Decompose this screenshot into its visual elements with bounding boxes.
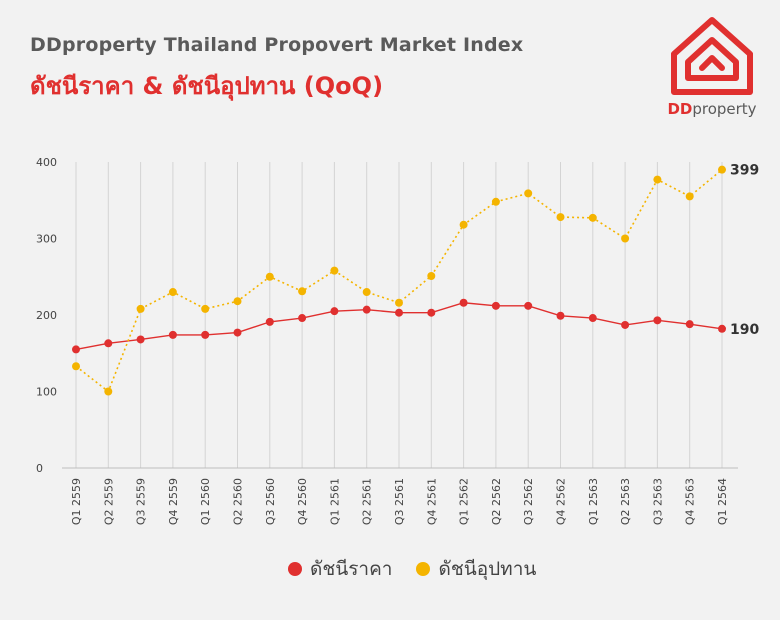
data-point-price — [104, 339, 113, 348]
y-tick-label: 200 — [36, 309, 57, 322]
y-tick-label: 300 — [36, 233, 57, 246]
data-point-price — [201, 330, 210, 339]
data-point-supply — [298, 287, 307, 296]
data-point-price — [621, 320, 630, 329]
x-tick-label: Q1 2562 — [458, 478, 471, 525]
data-point-supply — [395, 298, 403, 307]
house-logo-icon — [671, 17, 753, 95]
legend: ดัชนีราคา ดัชนีอุปทาน — [288, 554, 536, 584]
data-point-price — [427, 308, 436, 317]
data-point-supply — [362, 288, 371, 297]
x-tick-label: Q1 2560 — [199, 478, 212, 525]
chart-title: ดัชนีราคา & ดัชนีอุปทาน (QoQ) — [30, 72, 384, 100]
x-tick-label: Q3 2562 — [522, 478, 535, 525]
x-tick-label: Q4 2563 — [684, 478, 697, 525]
y-tick-label: 100 — [36, 386, 57, 399]
data-point-price — [395, 308, 403, 317]
legend-price-dot-icon — [288, 562, 302, 576]
data-point-supply — [201, 304, 210, 313]
x-tick-label: Q1 2564 — [716, 478, 729, 525]
data-point-price — [168, 330, 177, 339]
x-tick-label: Q1 2561 — [328, 478, 341, 525]
data-point-supply — [72, 362, 80, 371]
x-tick-label: Q4 2561 — [425, 478, 438, 525]
x-tick-label: Q2 2563 — [619, 478, 632, 525]
logo-text-rest: property — [692, 100, 757, 118]
data-point-supply — [685, 192, 694, 201]
legend-supply-label: ดัชนีอุปทาน — [438, 558, 537, 580]
data-point-price — [459, 298, 468, 307]
data-point-price — [653, 316, 662, 325]
legend-item-supply: ดัชนีอุปทาน — [416, 554, 536, 584]
x-tick-label: Q3 2560 — [264, 478, 277, 525]
data-point-price — [233, 328, 242, 337]
data-point-price — [556, 311, 565, 320]
data-point-supply — [556, 213, 565, 222]
data-point-price — [524, 301, 533, 310]
data-point-price — [685, 320, 694, 329]
data-point-supply — [524, 189, 533, 198]
x-tick-label: Q2 2561 — [361, 478, 374, 525]
x-tick-label: Q4 2562 — [555, 478, 568, 525]
data-point-supply — [653, 175, 662, 184]
x-tick-label: Q2 2560 — [232, 478, 245, 525]
data-point-price — [491, 301, 500, 310]
logo-wordmark: DDproperty — [664, 100, 760, 118]
legend-price-label: ดัชนีราคา — [310, 558, 393, 580]
data-point-supply — [233, 297, 242, 306]
x-tick-label: Q3 2561 — [393, 478, 406, 525]
x-tick-label: Q4 2560 — [296, 478, 309, 525]
data-point-supply — [459, 220, 468, 229]
y-tick-label: 0 — [36, 462, 43, 475]
data-point-supply — [136, 304, 145, 313]
data-point-supply — [718, 165, 726, 174]
data-point-price — [362, 305, 371, 314]
data-point-price — [330, 307, 339, 316]
x-tick-label: Q1 2563 — [587, 478, 600, 525]
chart-header: DDproperty Thailand Propovert Market Ind… — [30, 34, 523, 105]
ddproperty-logo: DDproperty — [664, 14, 760, 124]
x-tick-label: Q2 2562 — [490, 478, 503, 525]
x-tick-label: Q4 2559 — [167, 478, 180, 525]
data-point-price — [588, 314, 597, 323]
data-point-price — [265, 317, 274, 326]
x-tick-label: Q3 2563 — [651, 478, 664, 525]
data-point-supply — [427, 271, 436, 280]
data-point-supply — [621, 234, 630, 243]
series-line-supply — [75, 169, 723, 393]
legend-item-price: ดัชนีราคา — [288, 554, 392, 584]
end-label-price: 190 — [730, 322, 759, 338]
x-tick-label: Q2 2559 — [102, 478, 115, 525]
data-point-supply — [104, 387, 113, 396]
data-point-supply — [491, 197, 500, 206]
end-label-supply: 399 — [730, 163, 759, 179]
data-point-price — [72, 345, 80, 354]
chart-subtitle: DDproperty Thailand Propovert Market Ind… — [30, 34, 524, 56]
data-point-price — [718, 324, 726, 333]
data-point-price — [136, 335, 145, 344]
data-point-supply — [265, 272, 274, 281]
data-point-supply — [588, 213, 597, 222]
data-point-supply — [168, 288, 177, 297]
logo-text-dd: DD — [667, 100, 693, 118]
data-point-supply — [330, 266, 339, 275]
legend-supply-dot-icon — [416, 562, 431, 576]
x-tick-label: Q3 2559 — [135, 478, 148, 525]
x-tick-label: Q1 2559 — [70, 478, 83, 525]
data-point-price — [298, 314, 307, 323]
y-tick-label: 400 — [36, 156, 57, 169]
